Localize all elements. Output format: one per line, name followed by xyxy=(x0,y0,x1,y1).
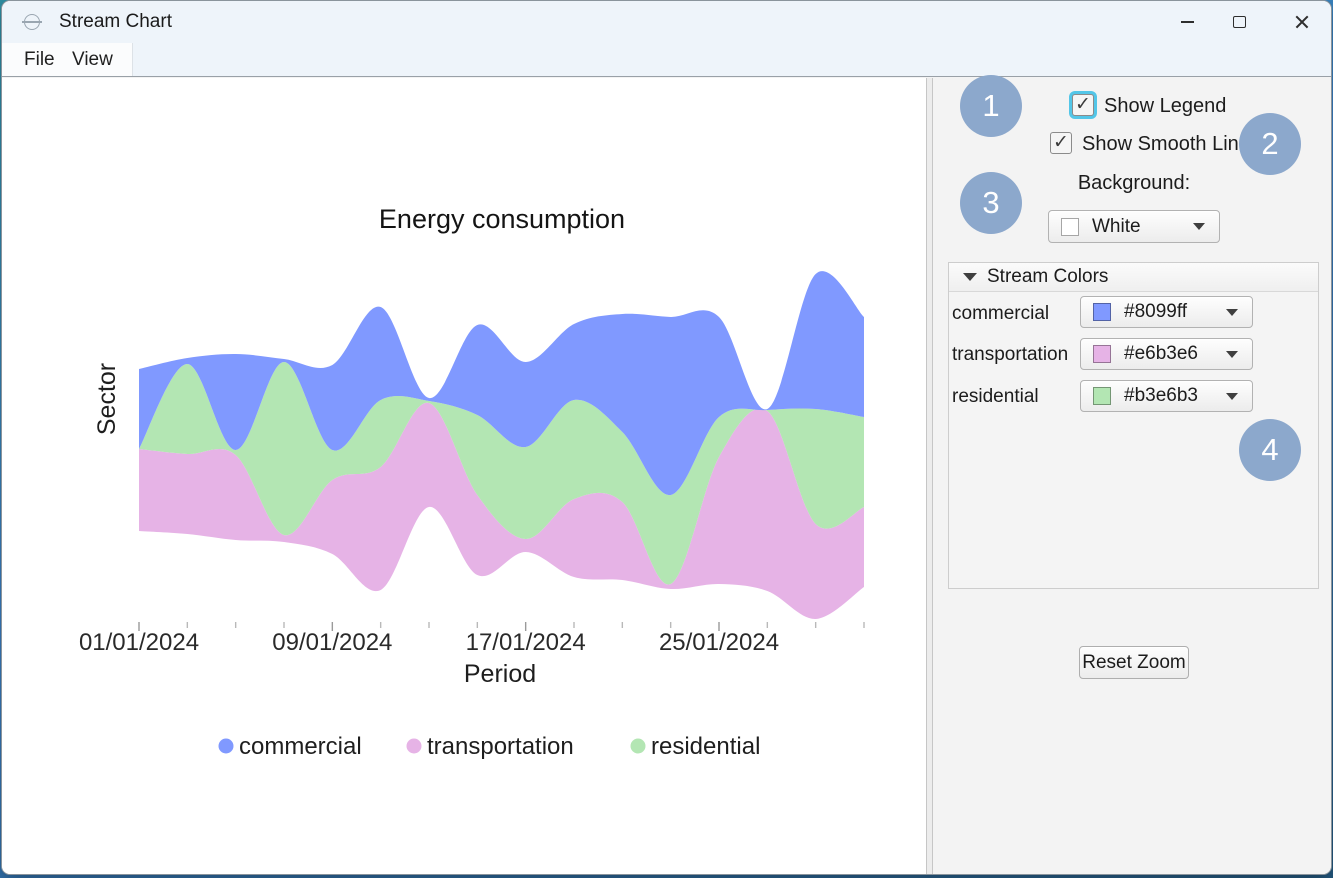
minimize-button[interactable] xyxy=(1164,3,1210,41)
chevron-down-icon xyxy=(1226,350,1238,358)
annotation-badge-1: 1 xyxy=(960,75,1022,137)
close-button[interactable] xyxy=(1279,3,1325,41)
menu-strip xyxy=(2,43,133,76)
chart-panel[interactable]: Energy consumption Period Sector 01/01/2024… xyxy=(2,78,926,874)
show-legend-label: Show Legend xyxy=(1104,95,1227,117)
app-icon xyxy=(22,14,42,30)
svg-text:01/01/2024: 01/01/2024 xyxy=(79,629,199,656)
commercial-color-value: #8099ff xyxy=(1124,301,1188,322)
stream-colors-header[interactable]: Stream Colors xyxy=(949,263,1318,292)
minimize-icon xyxy=(1180,21,1194,23)
window-title: Stream Chart xyxy=(59,11,172,32)
titlebar: Stream Chart xyxy=(2,1,1331,43)
chevron-down-icon xyxy=(1226,308,1238,316)
menu-file[interactable]: File xyxy=(24,49,55,70)
show-smooth-lines-checkbox[interactable]: ✓ xyxy=(1050,132,1072,154)
background-label: Background: xyxy=(1077,172,1191,194)
residential-color-dropdown[interactable]: #b3e6b3 xyxy=(1080,380,1253,412)
svg-text:Energy consumption: Energy consumption xyxy=(379,204,625,234)
transportation-color-dropdown[interactable]: #e6b3e6 xyxy=(1080,338,1253,370)
commercial-color-swatch xyxy=(1093,303,1111,321)
residential-color-value: #b3e6b3 xyxy=(1124,385,1198,406)
stream-colors-title: Stream Colors xyxy=(987,266,1109,287)
collapse-triangle-icon xyxy=(963,273,977,281)
commercial-color-dropdown[interactable]: #8099ff xyxy=(1080,296,1253,328)
transportation-color-swatch xyxy=(1093,345,1111,363)
menubar: File View xyxy=(2,43,1331,76)
maximize-icon xyxy=(1232,16,1246,28)
series-label-residential: residential xyxy=(952,386,1039,407)
show-legend-checkbox[interactable]: ✓ xyxy=(1072,94,1094,116)
maximize-button[interactable] xyxy=(1216,3,1262,41)
menu-view[interactable]: View xyxy=(72,49,113,70)
residential-color-swatch xyxy=(1093,387,1111,405)
chevron-down-icon xyxy=(1226,392,1238,400)
chevron-down-icon xyxy=(1193,223,1205,230)
annotation-badge-3: 3 xyxy=(960,172,1022,234)
stream-chart-canvas[interactable]: Energy consumption Period Sector 01/01/2024… xyxy=(2,78,926,874)
svg-text:commercial: commercial xyxy=(239,733,362,760)
svg-text:transportation: transportation xyxy=(427,733,574,760)
transportation-color-value: #e6b3e6 xyxy=(1124,343,1198,364)
background-dropdown-value: White xyxy=(1092,215,1141,237)
svg-text:residential: residential xyxy=(651,733,760,760)
checkmark-icon: ✓ xyxy=(1053,130,1069,153)
svg-text:Period: Period xyxy=(464,660,536,688)
svg-text:17/01/2024: 17/01/2024 xyxy=(466,629,586,656)
annotation-badge-2: 2 xyxy=(1239,113,1301,175)
close-icon xyxy=(1294,14,1310,30)
svg-text:09/01/2024: 09/01/2024 xyxy=(272,629,392,656)
panel-splitter[interactable] xyxy=(926,78,933,874)
series-label-transportation: transportation xyxy=(952,344,1069,365)
svg-text:25/01/2024: 25/01/2024 xyxy=(659,629,779,656)
checkmark-icon: ✓ xyxy=(1075,92,1091,115)
svg-text:Sector: Sector xyxy=(93,363,121,435)
series-label-commercial: commercial xyxy=(952,303,1050,324)
reset-zoom-button[interactable]: Reset Zoom xyxy=(1079,646,1189,679)
background-color-swatch xyxy=(1061,217,1079,236)
background-dropdown[interactable]: White xyxy=(1048,210,1220,243)
show-smooth-lines-label: Show Smooth Lines xyxy=(1082,133,1260,155)
annotation-badge-4: 4 xyxy=(1239,419,1301,481)
